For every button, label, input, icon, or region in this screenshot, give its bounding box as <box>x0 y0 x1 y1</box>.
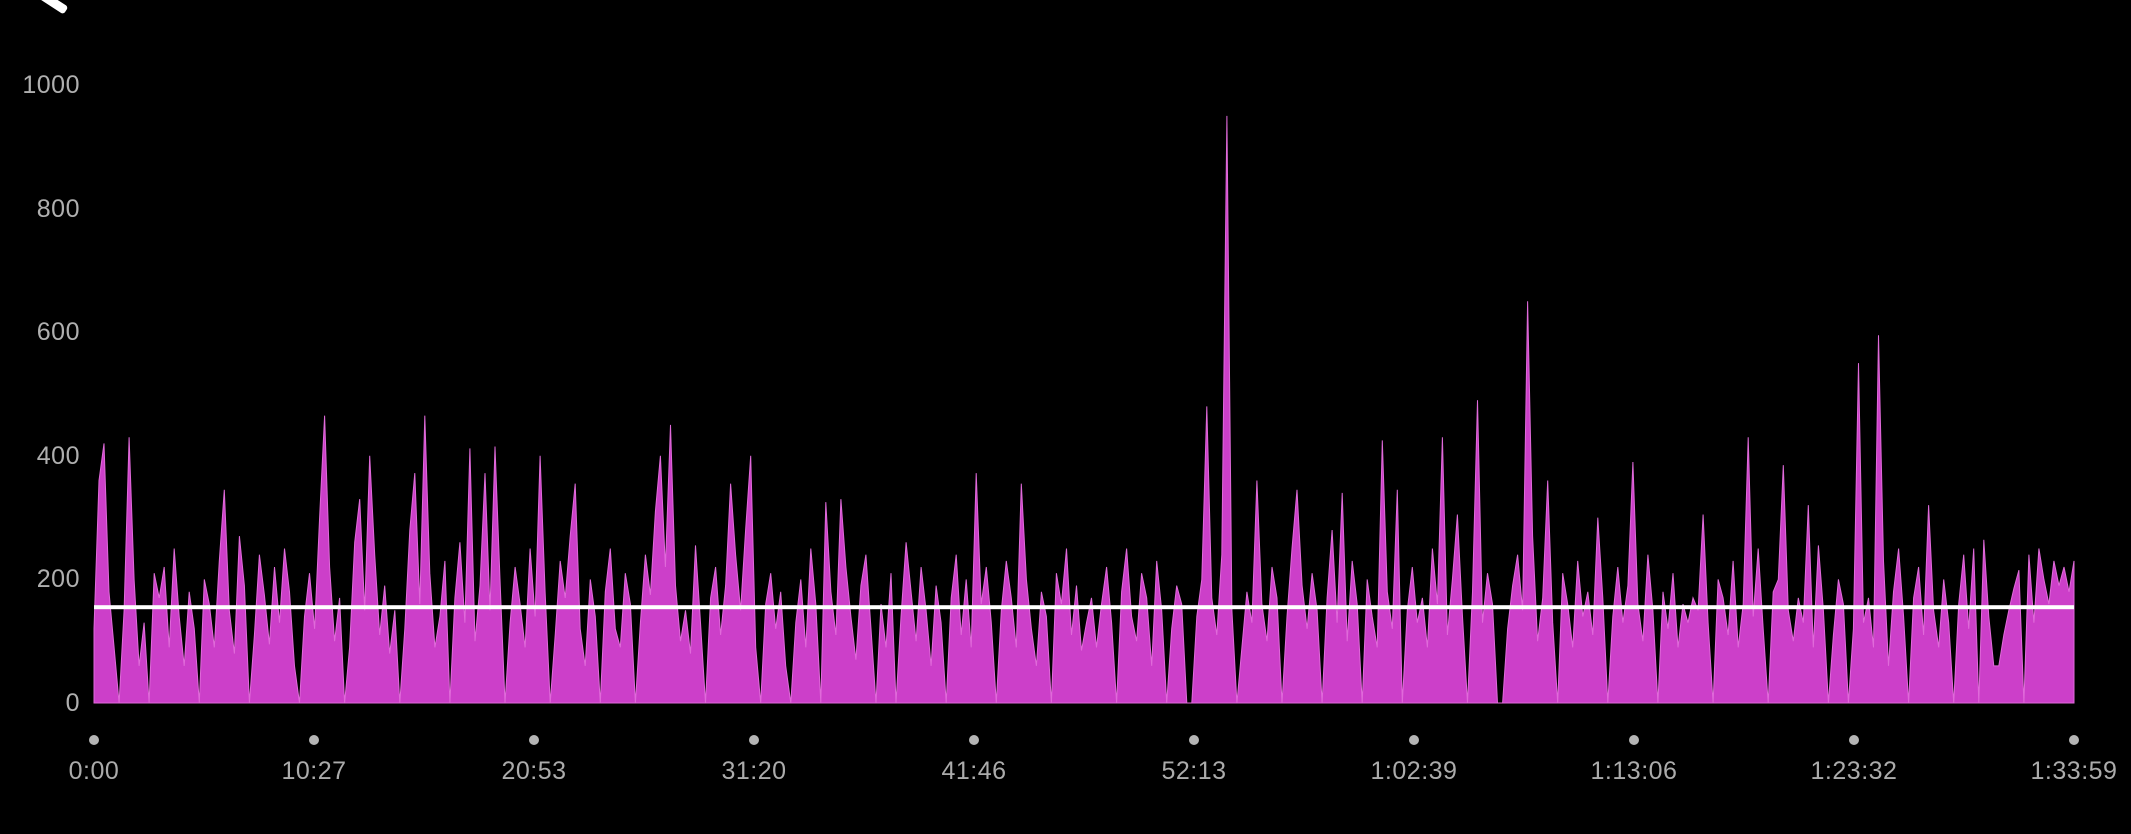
x-axis-tick-dot <box>1849 735 1859 745</box>
x-axis-tick-dot <box>749 735 759 745</box>
y-axis-label: 600 <box>36 318 80 346</box>
x-axis-label: 1:13:06 <box>1590 757 1678 785</box>
x-axis-tick-dot <box>89 735 99 745</box>
y-axis: 0 200 400 600 800 1000 <box>0 0 80 834</box>
x-axis-label: 20:53 <box>501 757 567 785</box>
x-axis-tick-dot <box>1409 735 1419 745</box>
y-axis-label: 1000 <box>22 71 80 99</box>
y-axis-label: 0 <box>65 689 80 717</box>
y-axis-label: 400 <box>36 442 80 470</box>
x-axis-label: 0:00 <box>68 757 120 785</box>
x-axis-tick-dot <box>309 735 319 745</box>
y-axis-label: 800 <box>36 195 80 223</box>
x-axis-label: 31:20 <box>721 757 787 785</box>
x-axis-label: 1:23:32 <box>1810 757 1898 785</box>
x-axis-label: 10:27 <box>281 757 347 785</box>
x-axis-tick-dot <box>1189 735 1199 745</box>
x-axis-tick-dot <box>1629 735 1639 745</box>
x-axis-tick-dot <box>969 735 979 745</box>
x-axis-tick-dot <box>529 735 539 745</box>
x-axis-label: 41:46 <box>941 757 1007 785</box>
average-line <box>94 605 2074 610</box>
x-axis-label: 1:02:39 <box>1370 757 1458 785</box>
x-axis-label: 52:13 <box>1161 757 1227 785</box>
x-axis-tick-dot <box>2069 735 2079 745</box>
y-axis-label: 200 <box>36 565 80 593</box>
power-series-area <box>93 115 2075 704</box>
x-axis-label: 1:33:59 <box>2030 757 2118 785</box>
